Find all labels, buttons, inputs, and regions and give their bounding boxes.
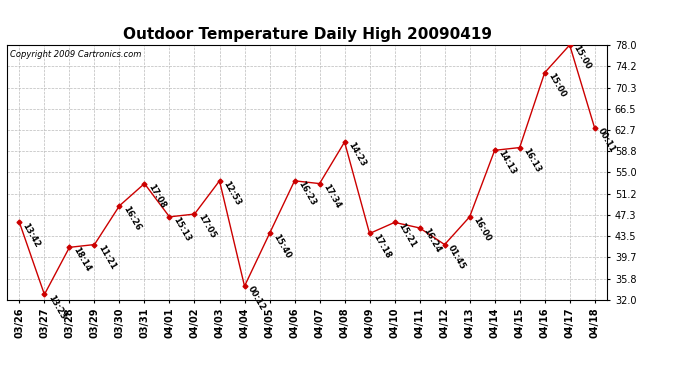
Text: 15:21: 15:21 xyxy=(396,221,417,249)
Text: 15:40: 15:40 xyxy=(271,232,292,260)
Text: 15:00: 15:00 xyxy=(571,44,592,71)
Text: 16:24: 16:24 xyxy=(421,226,442,254)
Text: 01:45: 01:45 xyxy=(446,243,467,271)
Text: 17:34: 17:34 xyxy=(321,182,342,210)
Text: 16:26: 16:26 xyxy=(121,204,142,232)
Text: 13:42: 13:42 xyxy=(21,221,42,249)
Text: 13:23: 13:23 xyxy=(46,293,67,321)
Text: 15:00: 15:00 xyxy=(546,71,567,99)
Text: 16:23: 16:23 xyxy=(296,179,317,207)
Text: 14:13: 14:13 xyxy=(496,149,518,177)
Text: Copyright 2009 Cartronics.com: Copyright 2009 Cartronics.com xyxy=(10,50,141,59)
Text: 00:12: 00:12 xyxy=(246,285,267,312)
Text: 16:13: 16:13 xyxy=(521,146,542,174)
Text: 15:13: 15:13 xyxy=(171,216,192,243)
Title: Outdoor Temperature Daily High 20090419: Outdoor Temperature Daily High 20090419 xyxy=(123,27,491,42)
Text: 17:08: 17:08 xyxy=(146,182,167,210)
Text: 18:14: 18:14 xyxy=(71,246,92,274)
Text: 00:11: 00:11 xyxy=(596,127,617,154)
Text: 12:53: 12:53 xyxy=(221,179,242,207)
Text: 14:23: 14:23 xyxy=(346,141,367,168)
Text: 16:00: 16:00 xyxy=(471,216,492,243)
Text: 11:21: 11:21 xyxy=(96,243,117,271)
Text: 17:05: 17:05 xyxy=(196,213,217,240)
Text: 17:18: 17:18 xyxy=(371,232,392,260)
